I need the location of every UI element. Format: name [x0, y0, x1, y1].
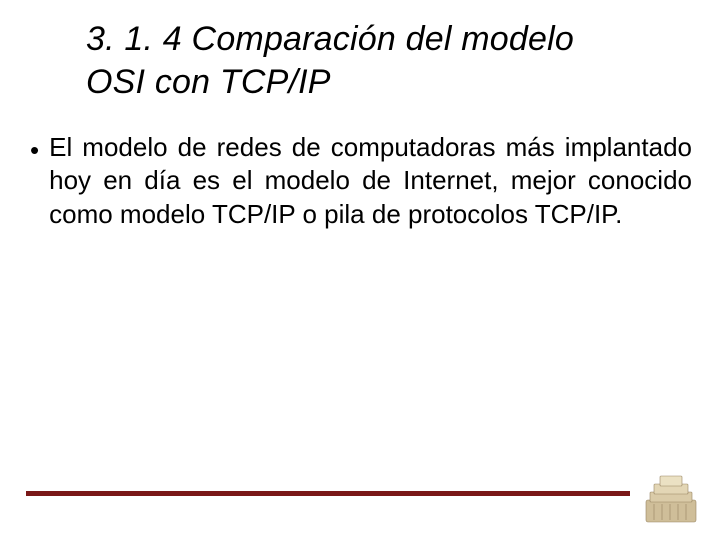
title-line-2: OSI con TCP/IP: [86, 63, 331, 101]
slide-title: 3. 1. 4 Comparación del modelo OSI con T…: [0, 0, 720, 103]
bullet-item: • El modelo de redes de computadoras más…: [30, 131, 692, 231]
footer-rule: [26, 491, 630, 496]
slide: 3. 1. 4 Comparación del modelo OSI con T…: [0, 0, 720, 540]
bullet-text: El modelo de redes de computadoras más i…: [49, 131, 692, 231]
title-line-1: 3. 1. 4 Comparación del modelo: [86, 20, 574, 58]
slide-body: • El modelo de redes de computadoras más…: [0, 103, 720, 231]
footer-logo-icon: [640, 470, 702, 528]
bullet-marker: •: [30, 131, 49, 168]
